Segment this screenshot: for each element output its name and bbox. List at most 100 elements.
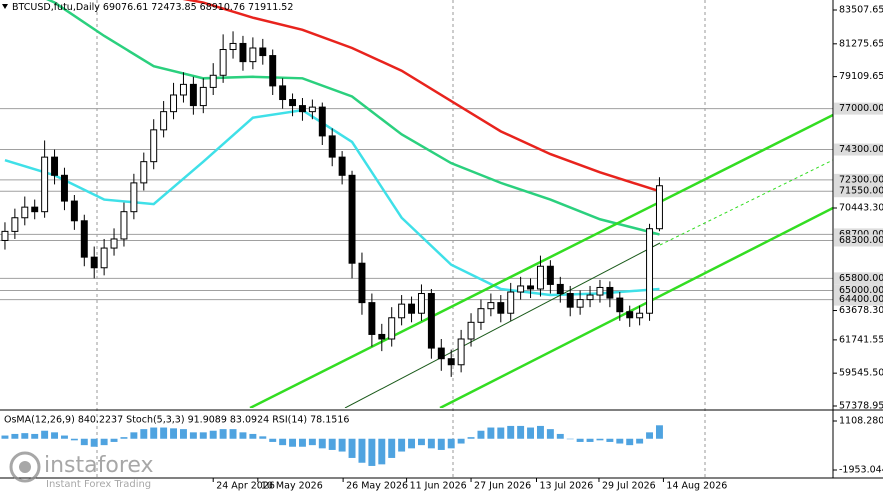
- candle-body: [160, 111, 168, 131]
- osma-bar: [318, 438, 326, 449]
- osma-bar: [586, 438, 594, 442]
- candle-body: [566, 293, 574, 308]
- moving-average: [4, 108, 660, 297]
- osma-bar: [120, 437, 128, 439]
- osma-bar: [447, 438, 455, 449]
- osma-bar: [408, 438, 416, 449]
- osma-tick-label: -1953.0449: [839, 465, 883, 476]
- y-tick-label: 59545.50: [839, 368, 883, 379]
- candle-body: [338, 156, 346, 176]
- osma-bar: [536, 425, 544, 439]
- osma-bar: [477, 430, 485, 439]
- osma-bar: [378, 438, 386, 465]
- level-label-box: [834, 102, 883, 115]
- level-label-box: [834, 143, 883, 156]
- candle-body: [130, 182, 138, 213]
- osma-bar: [298, 438, 306, 447]
- candle-body: [41, 156, 49, 213]
- candle-body: [229, 42, 237, 51]
- level-label-box: [834, 272, 883, 285]
- candle-body: [298, 105, 306, 113]
- candle-body: [398, 303, 406, 319]
- level-label: 72300.00: [839, 174, 883, 185]
- candle-body: [239, 42, 247, 63]
- osma-bar: [546, 429, 554, 439]
- osma-bar: [616, 438, 624, 444]
- watermark-brand: instaforex: [44, 453, 154, 478]
- candle-body: [308, 106, 316, 113]
- candle-body: [636, 312, 644, 319]
- x-tick-label: 27 Jun 2026: [474, 481, 531, 492]
- osma-bar: [338, 438, 346, 452]
- osma-bar: [189, 432, 197, 439]
- x-tick-label: 14 Aug 2026: [666, 481, 727, 492]
- osma-bar: [308, 438, 316, 446]
- level-label-box: [834, 284, 883, 297]
- y-tick-label: 57378.95: [839, 401, 883, 412]
- osma-bar: [80, 438, 88, 446]
- osma-bar: [398, 438, 406, 452]
- osma-bar: [239, 432, 247, 439]
- oscillator-panel: 1108.2809 -1953.0449: [1, 416, 883, 476]
- candle-body: [289, 99, 297, 107]
- candle-body: [517, 285, 525, 293]
- osma-bar: [527, 427, 535, 439]
- osma-bar: [140, 429, 148, 439]
- title: BTCUSD,futu,Daily: [12, 2, 100, 13]
- level-label: 77000.00: [839, 103, 883, 114]
- level-label: 65000.00: [839, 285, 883, 296]
- osma-bar: [110, 438, 118, 442]
- channel: [249, 113, 833, 408]
- x-tick-label: 10 May 2026: [261, 481, 323, 492]
- candle-body: [269, 55, 277, 87]
- indicator-label: OsMA(12,26,9) 840.2237 Stoch(5,3,3) 91.9…: [4, 415, 349, 426]
- osma-bar: [229, 429, 237, 439]
- candle-body: [655, 185, 663, 230]
- header-high: 72473.85: [151, 2, 196, 13]
- osma-bar: [596, 438, 604, 441]
- level-label-box: [834, 234, 883, 247]
- osma-bar: [160, 427, 168, 439]
- osma-bar: [348, 438, 356, 458]
- candle-body: [447, 358, 455, 366]
- candle-body: [556, 283, 564, 295]
- osma-bar: [517, 425, 525, 439]
- candle-body: [417, 293, 425, 314]
- header-low: 68910.76: [200, 2, 245, 13]
- candle-body: [527, 285, 535, 290]
- candle-body: [199, 86, 207, 107]
- y-tick-label: 70443.30: [839, 202, 883, 213]
- candle-body: [80, 220, 88, 258]
- candle-body: [100, 247, 108, 269]
- candle-body: [497, 302, 505, 314]
- level-label: 64400.00: [839, 294, 883, 305]
- candle-body: [11, 217, 19, 232]
- candle-body: [358, 262, 366, 304]
- osma-bar: [11, 433, 19, 439]
- level-label: 68700.00: [839, 229, 883, 240]
- candle-body: [536, 265, 544, 290]
- candle-body: [21, 206, 29, 219]
- levels: [0, 108, 833, 301]
- osma-bar: [209, 430, 217, 439]
- price-axis: 83507.65 81275.65 79109.65 70443.30 63678.30…: [833, 4, 883, 412]
- osma-bar: [576, 438, 584, 442]
- chart-title: BTCUSD,futu,Daily 69076.61 72473.85 6891…: [12, 2, 293, 13]
- candle-body: [378, 333, 386, 340]
- candle-body: [368, 302, 376, 335]
- x-tick-label: 11 Jun 2026: [410, 481, 467, 492]
- candle-body: [179, 83, 187, 96]
- osma-bar: [497, 427, 505, 439]
- candle-body: [388, 317, 396, 340]
- level-label-box: [834, 173, 883, 186]
- osma-bar: [170, 428, 178, 439]
- candle-body: [626, 311, 634, 319]
- osma-bar: [130, 432, 138, 439]
- osma-bar: [41, 430, 49, 439]
- osma-bar: [1, 435, 9, 439]
- osma-bar: [636, 438, 644, 444]
- osma-bar: [646, 432, 654, 439]
- osma-bar: [507, 425, 515, 439]
- moving-averages: [4, 0, 660, 297]
